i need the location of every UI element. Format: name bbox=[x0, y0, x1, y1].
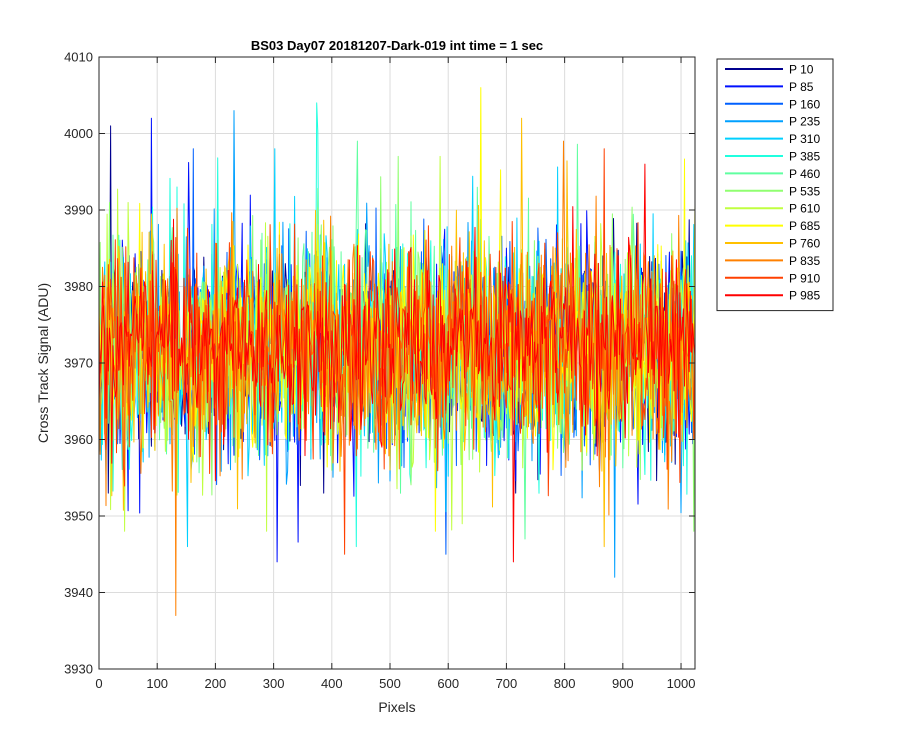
legend-entry: P 385 bbox=[789, 150, 820, 164]
legend-box bbox=[716, 58, 834, 312]
legend-entry: P 610 bbox=[789, 202, 820, 216]
y-tick-label: 3970 bbox=[64, 356, 93, 371]
axis-ticks: 0 100 200 300 400 500 600 700 800 900 1000 3930 3940… bbox=[64, 50, 695, 692]
y-tick-label: 3940 bbox=[64, 585, 93, 600]
series-line-p-985 bbox=[98, 163, 696, 563]
x-tick-label: 0 bbox=[95, 676, 102, 691]
y-tick-label: 3990 bbox=[64, 203, 93, 218]
x-tick-label: 1000 bbox=[667, 676, 696, 691]
x-tick-label: 100 bbox=[146, 676, 168, 691]
legend-entry: P 310 bbox=[789, 132, 820, 146]
x-tick-label: 600 bbox=[437, 676, 459, 691]
legend-entry: P 460 bbox=[789, 167, 820, 181]
x-axis-label: Pixels bbox=[378, 699, 415, 715]
series-line-p-910 bbox=[98, 148, 696, 555]
x-tick-label: 900 bbox=[612, 676, 634, 691]
x-tick-label: 400 bbox=[321, 676, 343, 691]
x-tick-label: 500 bbox=[379, 676, 401, 691]
x-tick-label: 700 bbox=[496, 676, 518, 691]
y-tick-label: 3980 bbox=[64, 279, 93, 294]
y-tick-label: 3950 bbox=[64, 509, 93, 524]
legend-entry: P 85 bbox=[789, 80, 814, 94]
legend-entry: P 535 bbox=[789, 184, 820, 198]
y-tick-label: 4010 bbox=[64, 50, 93, 65]
y-axis-label: Cross Track Signal (ADU) bbox=[35, 283, 51, 443]
legend-entry: P 760 bbox=[789, 237, 820, 251]
chart-title: BS03 Day07 20181207-Dark-019 int time = … bbox=[251, 38, 543, 53]
x-tick-label: 300 bbox=[263, 676, 285, 691]
legend-entry: P 160 bbox=[789, 97, 820, 111]
legend-entry: P 10 bbox=[789, 63, 814, 77]
legend-entry: P 835 bbox=[789, 254, 820, 268]
y-tick-label: 4000 bbox=[64, 126, 93, 141]
legend-entry: P 910 bbox=[789, 271, 820, 285]
legend-entry: P 985 bbox=[789, 289, 820, 303]
y-tick-label: 3930 bbox=[64, 662, 93, 677]
series-layer bbox=[98, 87, 696, 616]
y-tick-label: 3960 bbox=[64, 432, 93, 447]
x-tick-label: 800 bbox=[554, 676, 576, 691]
legend: P 10 P 85 P 160 P 235 P 310 P 385 P 460 P 535 P … bbox=[716, 58, 834, 312]
x-tick-label: 200 bbox=[205, 676, 227, 691]
legend-entry: P 235 bbox=[789, 115, 820, 129]
legend-entry: P 685 bbox=[789, 219, 820, 233]
